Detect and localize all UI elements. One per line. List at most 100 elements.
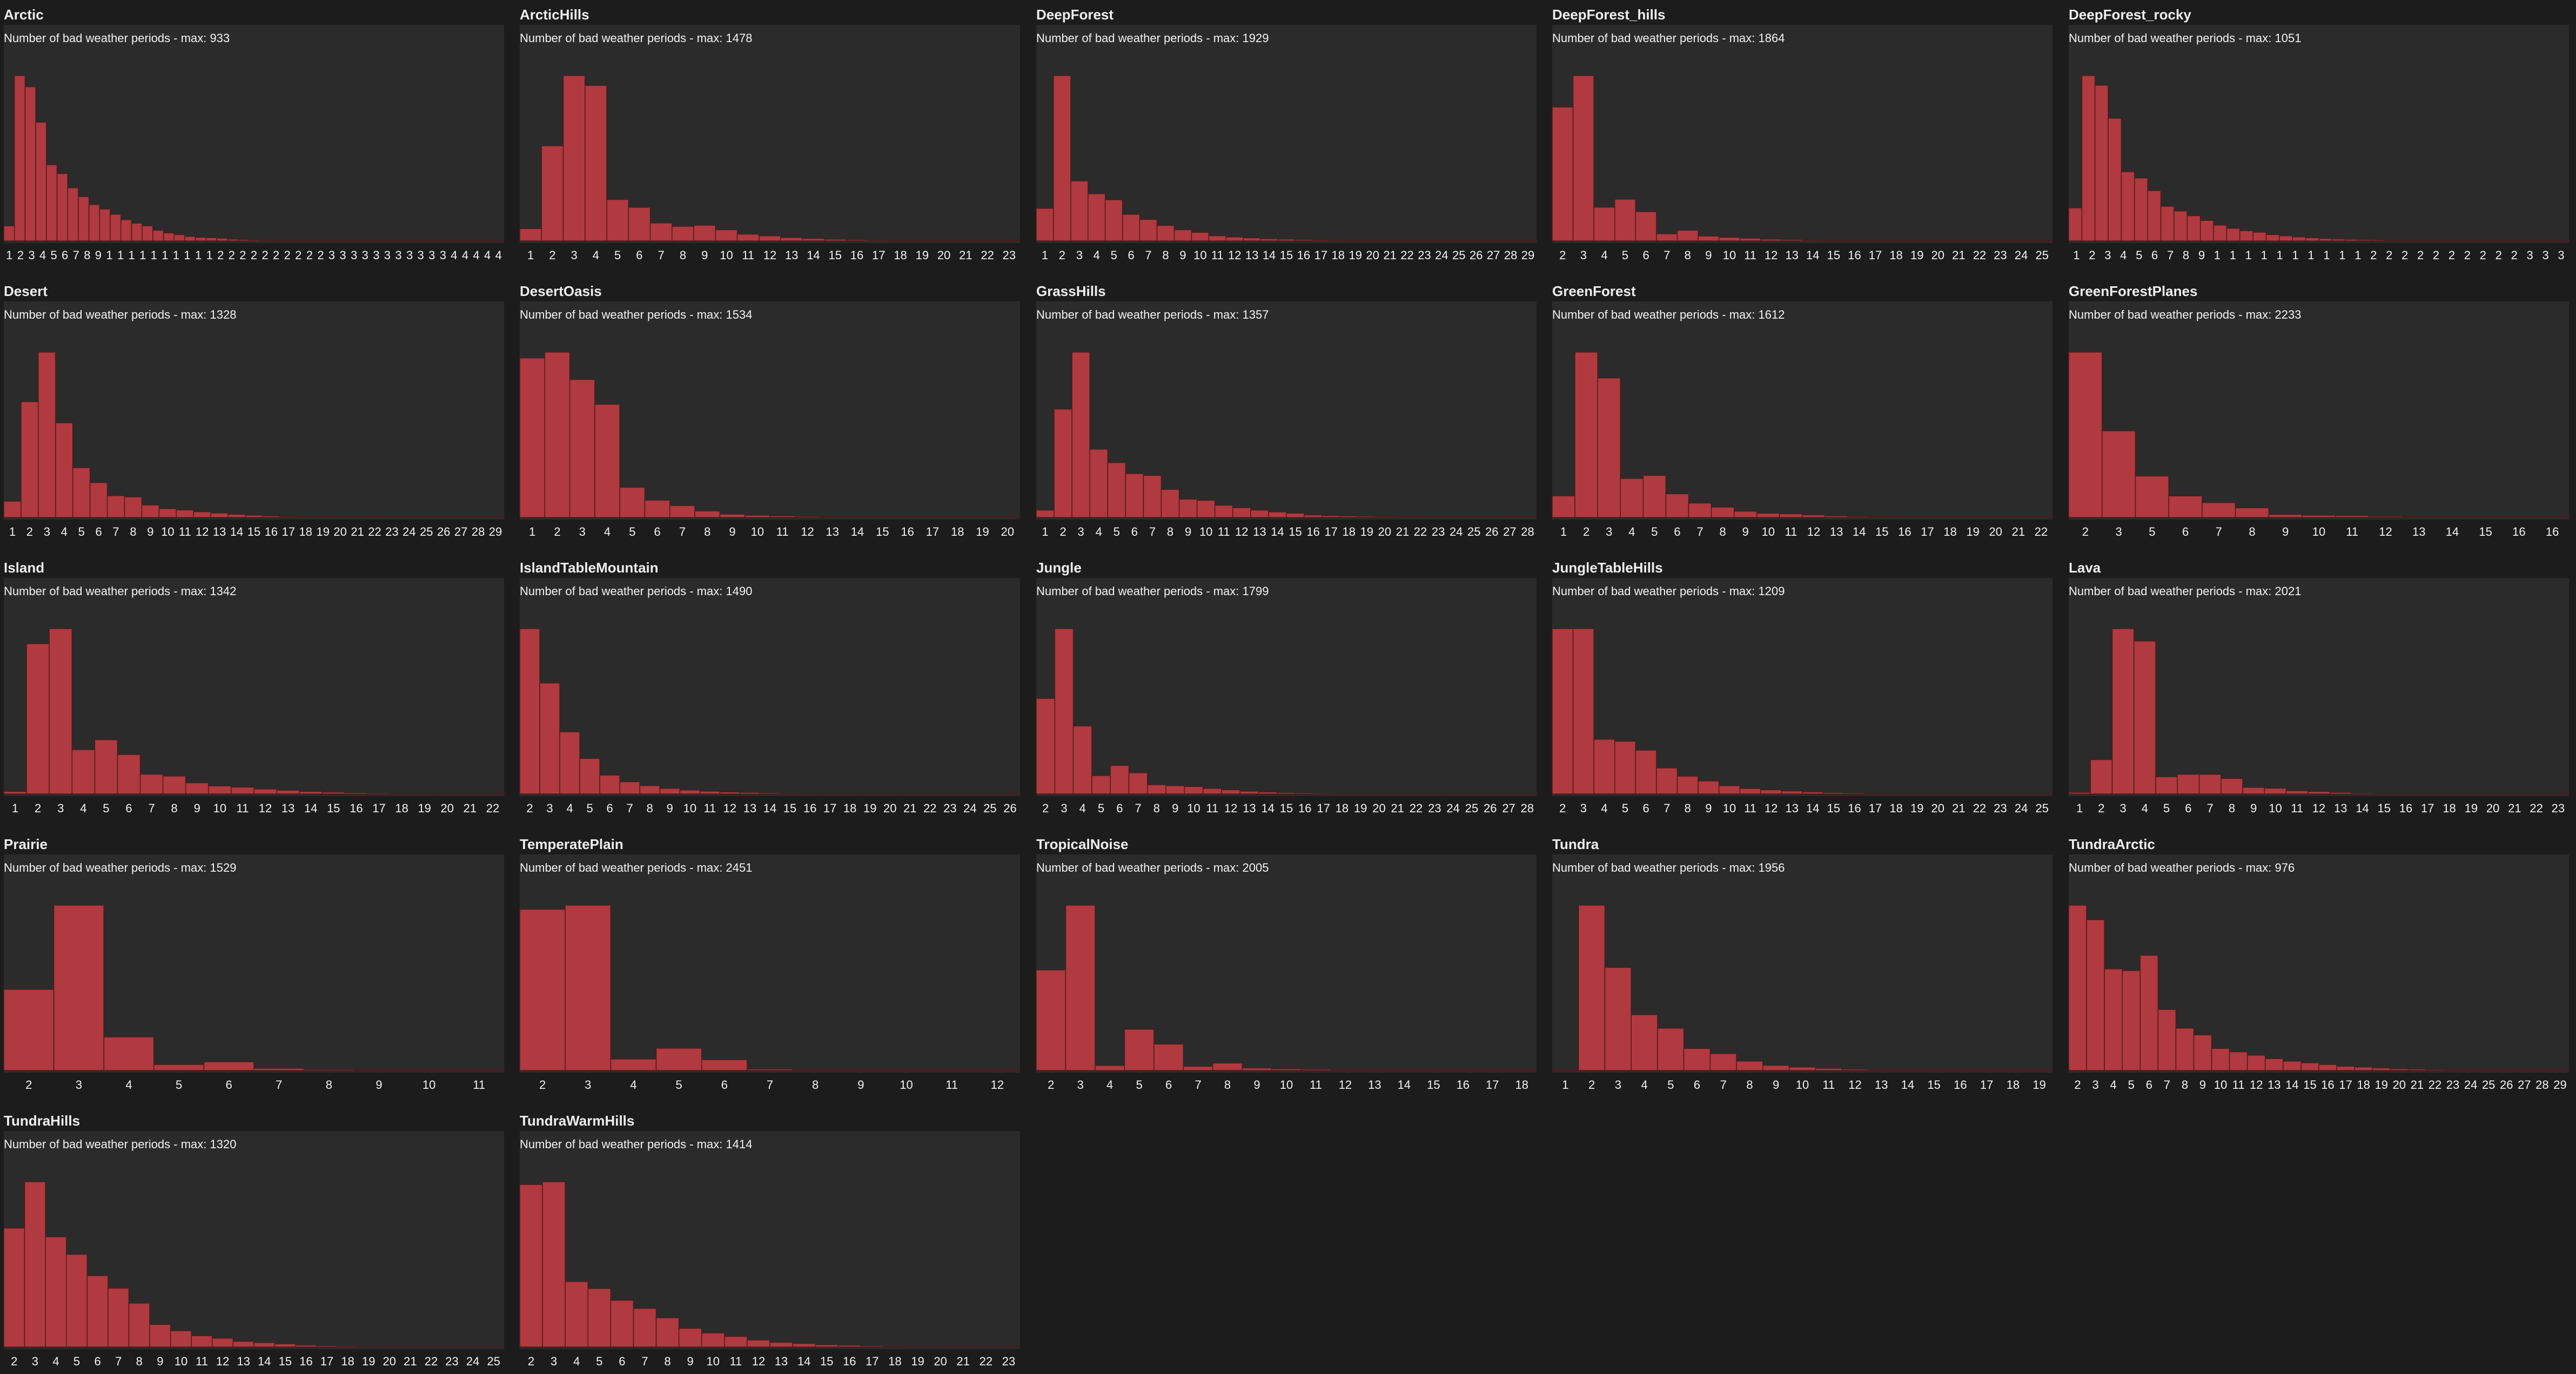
x-tick-label: 4 [566, 802, 573, 815]
x-tick-label: 5 [2128, 1078, 2135, 1092]
x-tick-label: 28 [472, 525, 485, 538]
histogram-bar [2503, 239, 2517, 241]
x-tick-label: 9 [729, 525, 735, 538]
x-tick-label: 5 [629, 525, 635, 538]
histogram-bar [461, 239, 473, 241]
histogram-bar [1239, 791, 1259, 794]
x-tick-label: 2 [2386, 248, 2392, 262]
histogram-bar [2425, 1069, 2445, 1071]
histogram-bar [1642, 475, 1667, 518]
x-tick-label: 7 [641, 1355, 648, 1368]
x-tick-label: 19 [2465, 802, 2478, 815]
histogram-bar [2081, 75, 2096, 241]
x-tick-label: 6 [2182, 525, 2189, 538]
histogram-bar [412, 792, 437, 794]
histogram-bar [434, 516, 453, 518]
histogram-bar [312, 239, 324, 241]
histogram-bar [519, 228, 542, 241]
histogram-bar [354, 239, 366, 241]
histogram-bar [2285, 790, 2309, 794]
histogram-bar [399, 1345, 421, 1348]
x-tick-label: 4 [1106, 1078, 1113, 1092]
x-tick-label: 3 [28, 248, 35, 262]
histogram-bar [889, 239, 912, 241]
histogram-svg: 1 2 3 4 5 6 7 8 9 10 11 12 13 14 15 16 17 18 19 20 21 22 23 24 2… [1036, 75, 1537, 262]
histogram-bar [1614, 740, 1636, 794]
histogram-bar [1295, 792, 1315, 794]
x-tick-label: 10 [1762, 525, 1775, 538]
histogram-bar [253, 789, 277, 794]
histogram-bar [920, 516, 945, 518]
x-tick-label: 28 [1521, 802, 1534, 815]
x-tick-label: 5 [1113, 525, 1120, 538]
histogram-bar [2213, 225, 2228, 241]
x-tick-label: 15 [1827, 802, 1840, 815]
histogram-bar [2068, 352, 2103, 518]
histogram-bar [1054, 628, 1074, 794]
x-tick-label: 4 [451, 248, 457, 262]
histogram-bar [1781, 790, 1803, 794]
histogram-bar [837, 1345, 862, 1348]
x-tick-label: 7 [112, 525, 119, 538]
histogram-bar [1802, 791, 1824, 794]
histogram-bar [1906, 239, 1928, 241]
histogram-bar [2305, 237, 2319, 241]
histogram-bar [141, 504, 160, 518]
x-tick-label: 14 [1901, 1078, 1914, 1092]
histogram-bar [1718, 237, 1741, 241]
histogram-bar [694, 510, 721, 518]
x-tick-label: 3 [2115, 525, 2122, 538]
histogram-bar [1927, 239, 1949, 241]
x-tick-label: 28 [1504, 248, 1517, 262]
histogram-panel: DeepForest Number of bad weather periods … [1036, 0, 1537, 277]
histogram-bar [759, 235, 781, 241]
histogram-bar [232, 1341, 254, 1348]
histogram-bar [519, 358, 546, 518]
histogram-bar [1088, 193, 1106, 241]
histogram-bar [2010, 792, 2032, 794]
histogram-bar [2221, 778, 2243, 794]
histogram-svg: 1 2 3 4 5 6 7 8 9 10 11 12 13 14 15 16 17 18 19 [1552, 905, 2053, 1092]
x-tick-label: 5 [1136, 1078, 1143, 1092]
histogram-panel: Lava Number of bad weather periods - max:… [2068, 553, 2570, 830]
x-tick-label: 25 [1465, 802, 1478, 815]
x-tick-label: 15 [247, 525, 260, 538]
histogram-bar [1552, 495, 1575, 518]
x-tick-label: 23 [1994, 802, 2007, 815]
histogram-bar [585, 85, 607, 241]
x-tick-label: 19 [2375, 1078, 2388, 1092]
x-tick-label: 2 [261, 248, 268, 262]
x-tick-label: 20 [1378, 525, 1391, 538]
x-tick-label: 9 [667, 802, 673, 815]
panel-title: Desert [4, 283, 48, 299]
histogram-bar [2177, 773, 2200, 794]
histogram-panel: Tundra Number of bad weather periods - ma… [1552, 830, 2053, 1106]
histogram-bar [1125, 473, 1144, 518]
x-tick-label: 10 [707, 1355, 720, 1368]
histogram-bar [2329, 792, 2352, 794]
x-tick-label: 9 [1253, 1078, 1260, 1092]
x-tick-label: 10 [1193, 248, 1206, 262]
x-tick-label: 1 [9, 525, 16, 538]
histogram-bar [110, 214, 122, 241]
histogram-bar [2157, 1009, 2177, 1071]
x-tick-label: 21 [351, 525, 364, 538]
histogram-bar [794, 516, 821, 518]
x-tick-label: 6 [2146, 1078, 2152, 1092]
x-tick-label: 2 [1559, 248, 1566, 262]
x-tick-label: 16 [901, 525, 914, 538]
histogram-bar [2397, 239, 2412, 241]
x-tick-label: 16 [1848, 802, 1861, 815]
histogram-bar [1480, 792, 1500, 794]
histogram-bar [2490, 239, 2504, 241]
x-tick-label: 10 [1187, 802, 1200, 815]
panel-title: GrassHills [1036, 283, 1106, 299]
x-tick-label: 4 [1628, 525, 1635, 538]
histogram-bar [153, 1064, 205, 1071]
histogram-panel: IslandTableMountain Number of bad weather… [519, 553, 1021, 830]
x-tick-label: 12 [2250, 1078, 2263, 1092]
x-tick-label: 18 [1336, 802, 1349, 815]
x-tick-label: 17 [1980, 1078, 1993, 1092]
x-tick-label: 4 [1641, 1078, 1647, 1092]
x-tick-label: 10 [1723, 802, 1736, 815]
